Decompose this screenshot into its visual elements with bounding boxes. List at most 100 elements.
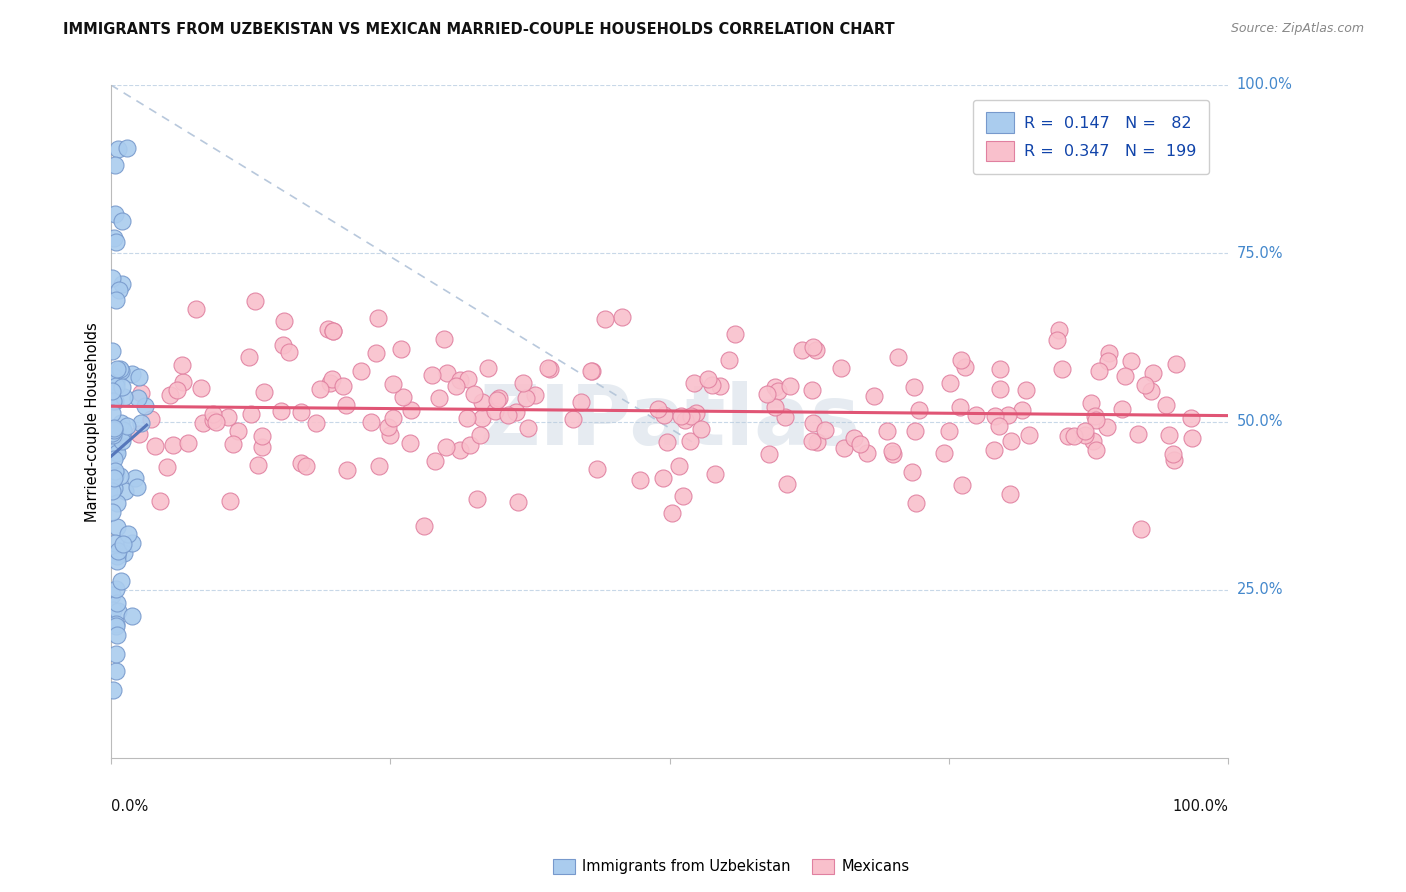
Point	[101, 467, 124, 481]
Point	[983, 442, 1005, 457]
Point	[538, 362, 561, 376]
Point	[101, 588, 124, 602]
Point	[697, 372, 720, 386]
Point	[998, 487, 1021, 501]
Point	[336, 463, 359, 477]
Point	[1088, 364, 1111, 378]
Point	[907, 403, 929, 417]
Point	[101, 474, 124, 488]
Point	[149, 493, 172, 508]
Point	[381, 411, 404, 425]
Point	[101, 271, 124, 285]
Point	[1074, 424, 1097, 438]
Point	[104, 158, 127, 172]
Point	[321, 372, 343, 386]
Point	[1084, 442, 1107, 457]
Point	[904, 496, 927, 510]
Point	[1114, 368, 1136, 383]
Point	[988, 362, 1011, 376]
Point	[679, 434, 702, 449]
Point	[101, 369, 124, 384]
Point	[121, 536, 143, 550]
Point	[876, 425, 898, 439]
Point	[506, 495, 529, 509]
Point	[1164, 358, 1187, 372]
Point	[125, 480, 148, 494]
Legend: Immigrants from Uzbekistan, Mexicans: Immigrants from Uzbekistan, Mexicans	[547, 853, 915, 880]
Point	[569, 395, 592, 409]
Point	[103, 603, 125, 617]
Point	[305, 417, 328, 431]
Point	[104, 463, 127, 477]
Point	[121, 367, 143, 381]
Point	[290, 405, 312, 419]
Point	[399, 436, 422, 450]
Point	[253, 384, 276, 399]
Point	[1057, 428, 1080, 442]
Point	[319, 376, 342, 391]
Point	[103, 423, 125, 437]
Point	[420, 368, 443, 383]
Point	[270, 403, 292, 417]
Point	[105, 647, 128, 661]
Point	[1083, 409, 1105, 423]
Point	[1095, 420, 1118, 434]
Text: ZIPatlas: ZIPatlas	[479, 381, 860, 462]
Point	[105, 554, 128, 568]
Point	[129, 416, 152, 430]
Point	[880, 444, 903, 458]
Point	[204, 415, 226, 429]
Point	[389, 342, 412, 356]
Point	[413, 519, 436, 533]
Point	[488, 391, 510, 405]
Point	[103, 421, 125, 435]
Point	[107, 549, 129, 563]
Point	[456, 410, 478, 425]
Point	[219, 493, 242, 508]
Point	[505, 405, 527, 419]
Point	[1119, 354, 1142, 368]
Point	[104, 582, 127, 597]
Point	[763, 400, 786, 414]
Point	[105, 520, 128, 534]
Point	[170, 358, 193, 372]
Point	[108, 429, 131, 443]
Point	[110, 417, 132, 431]
Point	[773, 409, 796, 424]
Point	[423, 454, 446, 468]
Point	[129, 385, 152, 400]
Point	[107, 604, 129, 618]
Point	[814, 423, 837, 437]
Point	[309, 382, 332, 396]
Point	[904, 424, 927, 438]
Point	[134, 399, 156, 413]
Point	[671, 489, 693, 503]
Point	[104, 235, 127, 250]
Point	[724, 327, 747, 342]
Point	[932, 446, 955, 460]
Point	[112, 390, 135, 404]
Text: 25.0%: 25.0%	[1237, 582, 1284, 598]
Point	[103, 231, 125, 245]
Point	[110, 364, 132, 378]
Point	[103, 427, 125, 442]
Point	[652, 471, 675, 485]
Point	[457, 372, 479, 386]
Point	[1046, 333, 1069, 347]
Point	[612, 310, 634, 324]
Point	[901, 465, 924, 479]
Point	[332, 379, 354, 393]
Point	[103, 481, 125, 495]
Point	[515, 392, 537, 406]
Point	[1052, 362, 1074, 376]
Point	[271, 338, 294, 352]
Point	[103, 470, 125, 484]
Text: 100.0%: 100.0%	[1173, 798, 1229, 814]
Point	[104, 428, 127, 442]
Point	[434, 440, 457, 454]
Point	[290, 456, 312, 470]
Point	[524, 388, 547, 402]
Point	[467, 492, 489, 507]
Point	[127, 391, 149, 405]
Point	[108, 283, 131, 297]
